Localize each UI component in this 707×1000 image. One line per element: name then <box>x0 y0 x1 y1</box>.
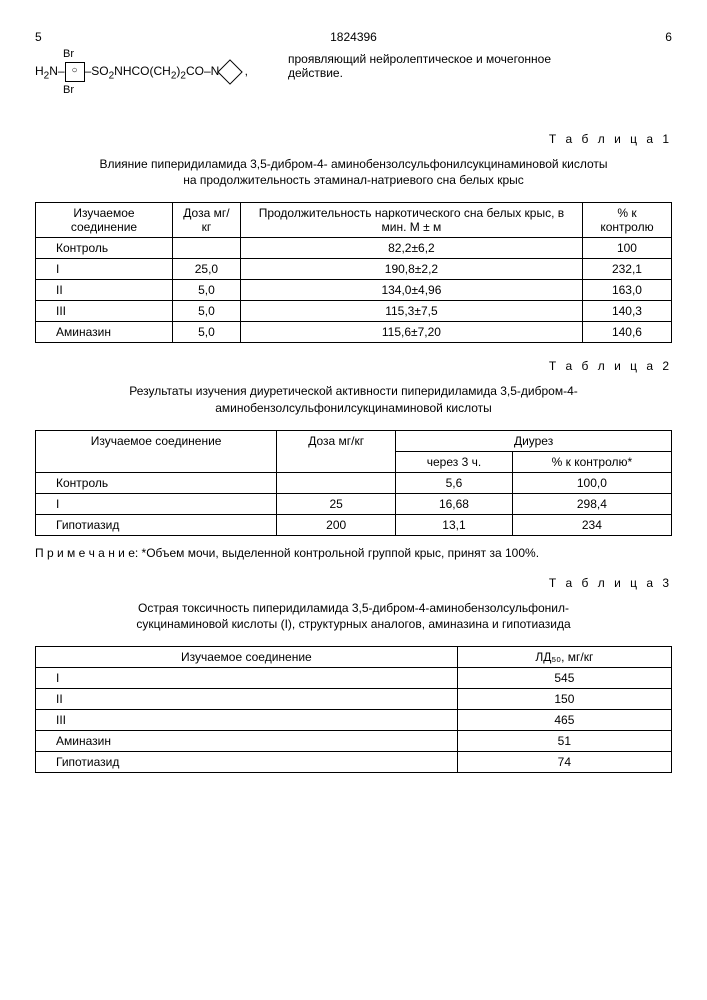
table1-label: Т а б л и ц а 1 <box>35 132 672 146</box>
table-row: I545 <box>36 668 672 689</box>
table-cell: 150 <box>457 689 671 710</box>
table-row: III465 <box>36 710 672 731</box>
table2-note: П р и м е ч а н и е: *Объем мочи, выделе… <box>35 546 672 560</box>
table-cell: 82,2±6,2 <box>240 238 582 259</box>
doc-number: 1824396 <box>247 30 459 44</box>
table1: Изучаемое соединение Доза мг/кг Продолжи… <box>35 202 672 343</box>
table1-h2: Продолжительность наркотического сна бел… <box>240 203 582 238</box>
table2-label: Т а б л и ц а 2 <box>35 359 672 373</box>
table-row: II150 <box>36 689 672 710</box>
page-header: 5 1824396 6 <box>35 30 672 44</box>
table3-h0: Изучаемое соединение <box>36 647 458 668</box>
table-cell: 140,3 <box>582 301 671 322</box>
table-row: I2516,68298,4 <box>36 493 672 514</box>
table-cell: 298,4 <box>512 493 671 514</box>
table-row: Аминазин5,0115,6±7,20140,6 <box>36 322 672 343</box>
table-row: Контроль 5,6100,0 <box>36 472 672 493</box>
chemical-formula: Br H2N–○–SO2NHCO(CH2)2CO–N , Br <box>35 52 248 82</box>
table3-title: Острая токсичность пиперидиламида 3,5-ди… <box>94 600 614 632</box>
page-num-left: 5 <box>35 30 247 44</box>
table-cell: I <box>36 259 173 280</box>
table-cell: 190,8±2,2 <box>240 259 582 280</box>
table-cell: Контроль <box>36 238 173 259</box>
table-cell: 465 <box>457 710 671 731</box>
table-row: II5,0134,0±4,96163,0 <box>36 280 672 301</box>
table-cell: 16,68 <box>396 493 513 514</box>
table-cell: 25 <box>277 493 396 514</box>
table-cell: Контроль <box>36 472 277 493</box>
table-cell: Гипотиазид <box>36 514 277 535</box>
table-cell: 13,1 <box>396 514 513 535</box>
table-cell: 232,1 <box>582 259 671 280</box>
table2-sh1: % к контролю* <box>512 451 671 472</box>
table-cell: 100,0 <box>512 472 671 493</box>
table-cell: III <box>36 710 458 731</box>
table-cell: 5,0 <box>172 301 240 322</box>
table-cell: Гипотиазид <box>36 752 458 773</box>
table-cell: 234 <box>512 514 671 535</box>
table1-h3: % к контролю <box>582 203 671 238</box>
table2-h2: Диурез <box>396 430 672 451</box>
intro-text: проявляющий нейролептическое и мочегонно… <box>288 52 568 82</box>
table-cell: 545 <box>457 668 671 689</box>
table-cell: 115,6±7,20 <box>240 322 582 343</box>
table-cell: II <box>36 689 458 710</box>
table3-label: Т а б л и ц а 3 <box>35 576 672 590</box>
table1-h1: Доза мг/кг <box>172 203 240 238</box>
table-cell: Аминазин <box>36 322 173 343</box>
table-row: I25,0190,8±2,2232,1 <box>36 259 672 280</box>
table-row: Контроль 82,2±6,2100 <box>36 238 672 259</box>
table-row: Аминазин51 <box>36 731 672 752</box>
table-cell: 200 <box>277 514 396 535</box>
table-cell: 5,6 <box>396 472 513 493</box>
table2: Изучаемое соединение Доза мг/кг Диурез ч… <box>35 430 672 536</box>
table2-sh0: через 3 ч. <box>396 451 513 472</box>
table-cell: 115,3±7,5 <box>240 301 582 322</box>
table-cell: 134,0±4,96 <box>240 280 582 301</box>
table3-h1: ЛД₅₀, мг/кг <box>457 647 671 668</box>
table-row: III5,0115,3±7,5140,3 <box>36 301 672 322</box>
table-cell: 5,0 <box>172 280 240 301</box>
table-cell: 5,0 <box>172 322 240 343</box>
table3: Изучаемое соединение ЛД₅₀, мг/кг I545II1… <box>35 646 672 773</box>
table-row: Гипотиазид74 <box>36 752 672 773</box>
table-cell <box>277 472 396 493</box>
table-cell <box>172 238 240 259</box>
header-section: Br H2N–○–SO2NHCO(CH2)2CO–N , Br проявляю… <box>35 52 672 82</box>
table-cell: 51 <box>457 731 671 752</box>
table-cell: Аминазин <box>36 731 458 752</box>
table-cell: I <box>36 668 458 689</box>
page-num-right: 6 <box>460 30 672 44</box>
table-cell: I <box>36 493 277 514</box>
table1-title: Влияние пиперидиламида 3,5-дибром-4- ами… <box>94 156 614 188</box>
table-cell: 100 <box>582 238 671 259</box>
table-cell: 140,6 <box>582 322 671 343</box>
table2-h1: Доза мг/кг <box>277 430 396 472</box>
table-cell: II <box>36 280 173 301</box>
table1-h0: Изучаемое соединение <box>36 203 173 238</box>
table-cell: 74 <box>457 752 671 773</box>
table2-title: Результаты изучения диуретической активн… <box>94 383 614 415</box>
table-cell: 25,0 <box>172 259 240 280</box>
table2-h0: Изучаемое соединение <box>36 430 277 472</box>
table-row: Гипотиазид20013,1234 <box>36 514 672 535</box>
table-cell: III <box>36 301 173 322</box>
table-cell: 163,0 <box>582 280 671 301</box>
